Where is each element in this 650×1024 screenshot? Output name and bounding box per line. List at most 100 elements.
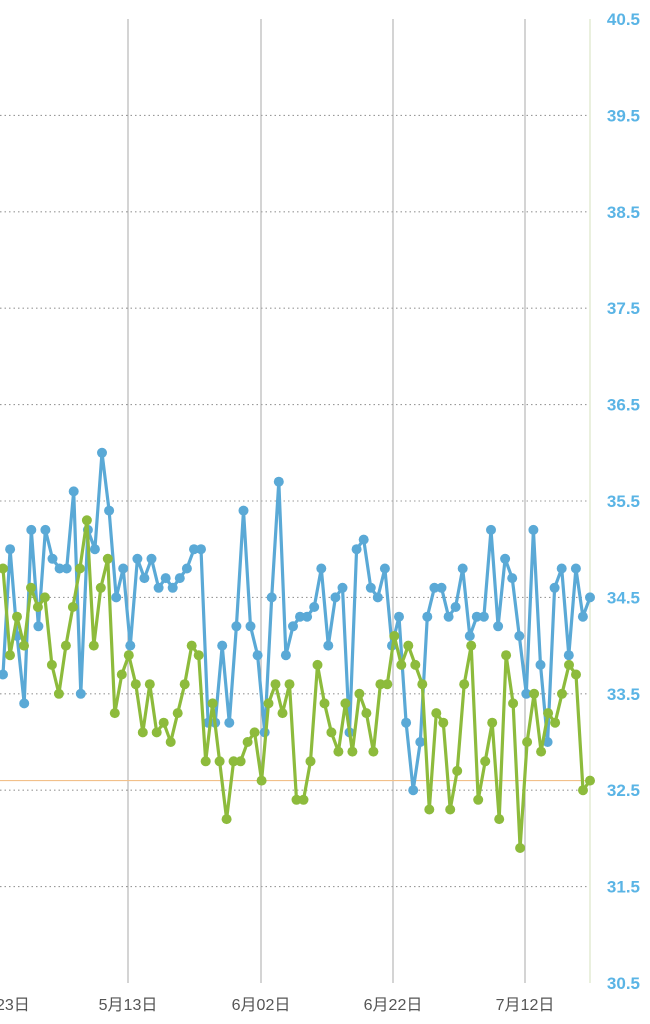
x-tick-label: 6月22日 xyxy=(364,997,423,1014)
series-green-point xyxy=(326,727,337,738)
series-green-point xyxy=(522,737,533,747)
y-tick-label: 36.5 xyxy=(607,396,640,415)
series-green-point xyxy=(585,775,595,786)
series-green-point xyxy=(221,814,232,825)
x-tick-label: 23日 xyxy=(0,997,30,1014)
series-blue-point xyxy=(556,563,567,574)
series-green-point xyxy=(214,756,225,767)
series-green-point xyxy=(263,698,274,709)
series-blue-point xyxy=(288,621,298,632)
series-green-point xyxy=(277,708,288,719)
y-tick-label: 35.5 xyxy=(607,492,640,511)
series-green-point xyxy=(242,737,253,747)
series-green-point xyxy=(557,688,567,699)
series-green-point xyxy=(88,640,99,651)
series-green-point xyxy=(340,698,351,709)
series-blue-point xyxy=(97,447,107,458)
series-blue-point xyxy=(549,582,560,593)
series-green-point xyxy=(53,688,64,699)
series-blue-point xyxy=(132,553,143,564)
series-green-point xyxy=(298,794,309,805)
series-green-point xyxy=(207,698,218,709)
series-green-point xyxy=(543,708,554,719)
series-blue-point xyxy=(372,592,383,603)
series-layer xyxy=(0,447,595,853)
series-green-point xyxy=(19,640,29,651)
series-blue-point xyxy=(174,573,185,584)
series-blue-point xyxy=(245,621,256,632)
series-green-point xyxy=(200,756,211,767)
series-blue-point xyxy=(450,602,461,612)
series-blue-point xyxy=(422,611,433,622)
series-green-point xyxy=(0,563,8,574)
series-blue-point xyxy=(33,621,44,632)
series-blue-point xyxy=(394,611,404,622)
y-tick-label: 37.5 xyxy=(607,299,640,318)
series-blue-line xyxy=(1,451,592,792)
series-green-point xyxy=(130,679,141,690)
series-blue-point xyxy=(280,650,291,661)
series-blue-point xyxy=(153,582,164,593)
series-blue-point xyxy=(196,544,206,555)
series-green-point xyxy=(165,737,176,747)
series-green-point xyxy=(564,659,574,670)
series-green-point xyxy=(445,804,456,815)
series-blue-point xyxy=(189,544,199,555)
series-blue-point xyxy=(266,592,277,603)
series-green-point xyxy=(494,814,505,825)
series-blue-point xyxy=(40,524,51,535)
series-blue-point xyxy=(464,631,475,641)
series-green-point xyxy=(361,708,372,719)
series-blue-point xyxy=(542,737,553,747)
series-green-point xyxy=(515,843,526,853)
x-tick-label: 7月12日 xyxy=(496,997,555,1014)
series-green-point xyxy=(39,592,50,603)
series-green-point xyxy=(46,659,57,670)
series-blue-point xyxy=(19,698,30,709)
series-green-point xyxy=(536,746,547,757)
vertical-gridlines xyxy=(127,19,526,983)
series-green-point xyxy=(116,669,127,680)
series-blue-point xyxy=(181,563,192,574)
series-blue-point xyxy=(379,563,390,574)
series-blue-point xyxy=(500,553,511,564)
series-green-point xyxy=(459,679,470,690)
series-blue-point xyxy=(521,688,532,699)
y-tick-label: 38.5 xyxy=(607,203,640,222)
series-blue-point xyxy=(436,582,447,593)
y-tick-label: 39.5 xyxy=(607,106,640,125)
series-blue-point xyxy=(351,544,362,555)
series-blue-point xyxy=(401,717,412,728)
y-tick-label: 32.5 xyxy=(607,781,640,800)
series-green-point xyxy=(144,679,155,690)
series-blue-point xyxy=(429,582,440,593)
series-green-point xyxy=(137,727,148,738)
series-blue-point xyxy=(471,611,482,622)
series-blue-point xyxy=(337,582,348,593)
series-green-point xyxy=(95,582,106,593)
series-green-point xyxy=(473,794,484,805)
series-blue-point xyxy=(408,785,419,796)
series-blue-point xyxy=(273,476,284,487)
y-tick-label: 40.5 xyxy=(607,10,640,29)
series-green-point xyxy=(550,717,561,728)
y-tick-label: 33.5 xyxy=(607,685,640,704)
y-axis-tick-labels: 40.5 39.5 38.5 37.5 36.5 35.5 34.5 33.5 32.5 31.5… xyxy=(607,10,640,993)
series-green-point xyxy=(32,602,43,612)
series-blue-point xyxy=(443,611,454,622)
series-green-point xyxy=(396,659,407,670)
series-blue-point xyxy=(238,505,249,516)
series-green-point xyxy=(109,708,120,719)
series-blue-point xyxy=(563,650,574,661)
series-blue-point xyxy=(125,640,136,651)
series-green-point xyxy=(158,717,169,728)
series-green-point xyxy=(256,775,267,786)
series-green-point xyxy=(312,659,323,670)
x-axis-tick-labels: 23日 5月13日 6月02日 6月22日 7月12日 xyxy=(0,997,554,1014)
series-blue-point xyxy=(457,563,468,574)
series-green-point xyxy=(12,611,22,622)
series-green-point xyxy=(228,756,239,767)
series-blue-point xyxy=(295,611,305,622)
series-green-point xyxy=(270,679,281,690)
series-blue-point xyxy=(316,563,327,574)
